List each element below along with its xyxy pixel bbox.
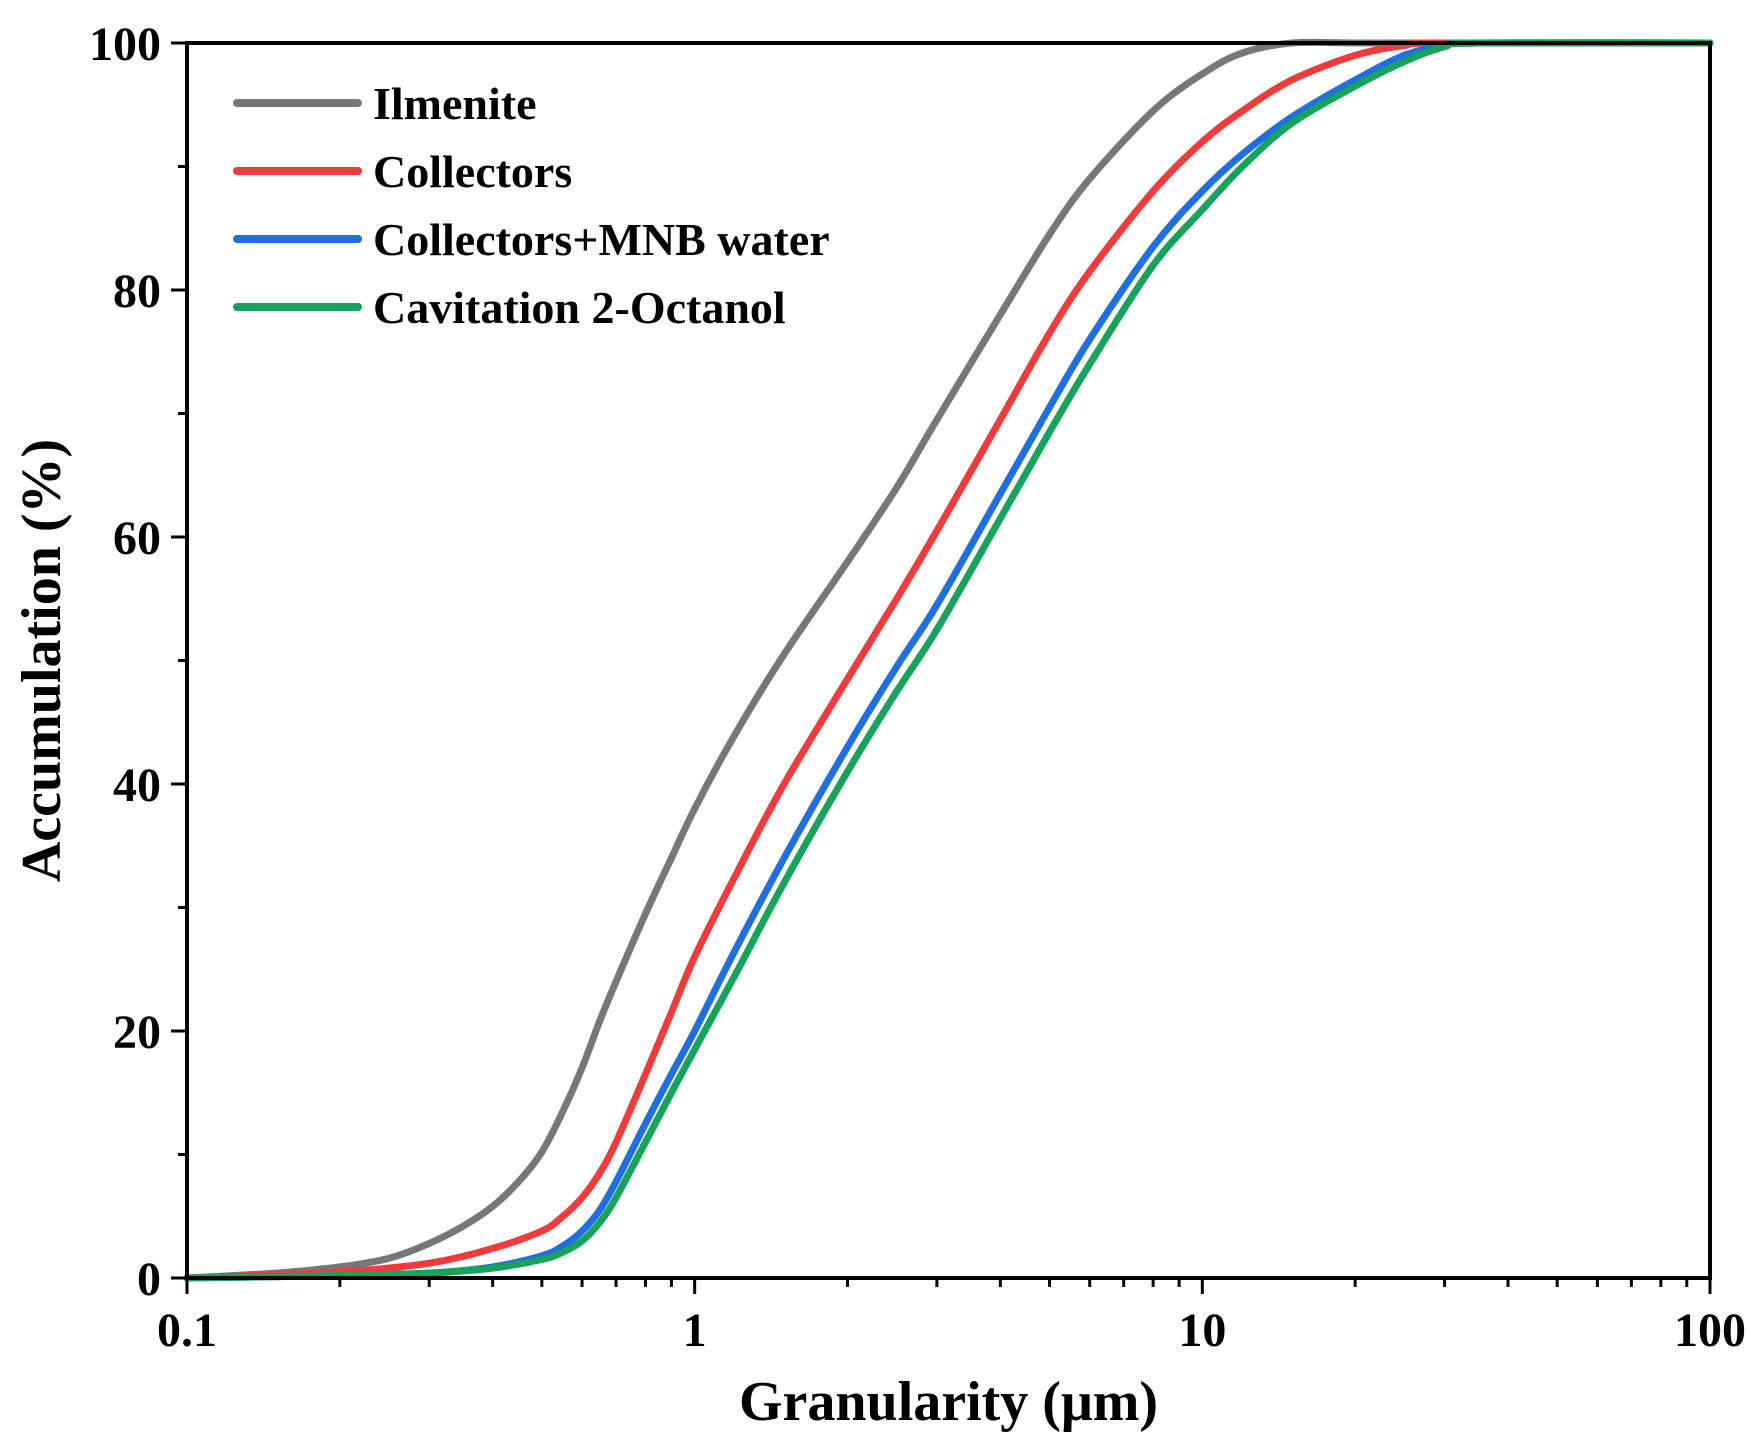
x-tick-label: 1 [683, 1304, 707, 1357]
series-layer [183, 38, 1714, 1282]
legend-label-collectors-mnb-water: Collectors+MNB water [373, 214, 830, 265]
y-tick-label: 100 [89, 18, 161, 71]
y-axis-title: Accumulation (%) [11, 439, 73, 882]
ticks-layer [171, 41, 1712, 1294]
series-line-collectors [183, 39, 1714, 1282]
y-tick-label: 80 [113, 265, 161, 318]
x-tick-label: 10 [1178, 1304, 1226, 1357]
x-tick-label: 0.1 [157, 1304, 217, 1357]
legend-label-collectors: Collectors [373, 146, 572, 197]
y-tick-label: 40 [113, 759, 161, 812]
series-line-ilmenite [183, 38, 1714, 1282]
x-tick-label: 100 [1674, 1304, 1746, 1357]
tick-labels-layer: 0 20 40 60 80 100 0.1 1 10 100 [89, 18, 1746, 1357]
series-line-collectors-mnb-water [183, 39, 1714, 1282]
y-tick-label: 60 [113, 512, 161, 565]
x-axis-title: Granularity (μm) [739, 1371, 1158, 1433]
legend-label-cavitation-2-octanol: Cavitation 2-Octanol [373, 282, 786, 333]
y-tick-label: 20 [113, 1006, 161, 1059]
y-tick-label: 0 [137, 1253, 161, 1306]
legend: Ilmenite Collectors Collectors+MNB water Ca… [233, 78, 830, 333]
series-line-cavitation-2-octanol [183, 39, 1714, 1282]
legend-label-ilmenite: Ilmenite [373, 78, 537, 129]
